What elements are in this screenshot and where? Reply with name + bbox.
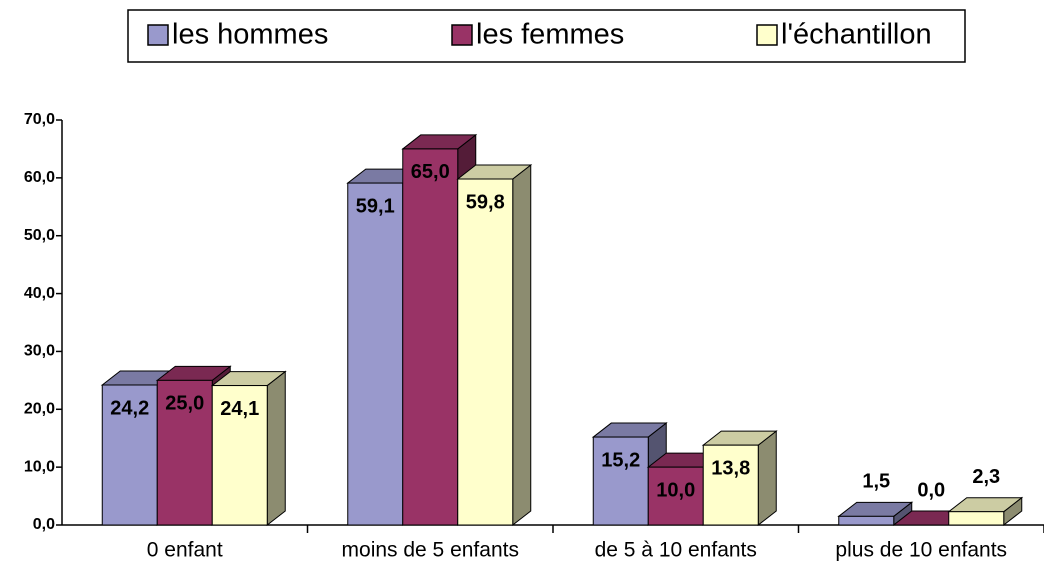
- value-label: 24,2: [110, 397, 149, 419]
- y-tick-label: 50,0: [24, 227, 55, 244]
- y-tick-label: 70,0: [24, 111, 55, 128]
- value-label: 2,3: [972, 466, 1000, 488]
- value-label: 0,0: [917, 479, 945, 501]
- bar: [647, 466, 704, 526]
- bar: [702, 444, 759, 526]
- value-label: 24,1: [220, 398, 259, 420]
- y-tick-label: 30,0: [24, 343, 55, 360]
- bar: [402, 148, 459, 526]
- y-tick-label: 20,0: [24, 401, 55, 418]
- y-tick-label: 60,0: [24, 169, 55, 186]
- value-label: 10,0: [656, 479, 695, 501]
- x-tick-label: de 5 à 10 enfants: [595, 539, 757, 562]
- value-label: 25,0: [165, 393, 204, 415]
- y-tick-label: 0,0: [33, 516, 55, 533]
- legend-label: les hommes: [172, 19, 328, 51]
- bar: [347, 182, 404, 526]
- value-label: 59,1: [356, 195, 395, 217]
- bar-side: [266, 370, 286, 527]
- bar: [211, 385, 268, 526]
- bar: [156, 379, 213, 526]
- legend-swatch: [756, 24, 778, 46]
- bar: [838, 515, 895, 526]
- bar: [592, 436, 649, 526]
- bar: [457, 178, 514, 526]
- legend-box: [127, 9, 966, 63]
- y-tick-label: 10,0: [24, 458, 55, 475]
- value-label: 65,0: [411, 161, 450, 183]
- x-tick-label: plus de 10 enfants: [835, 539, 1007, 562]
- legend-label: l'échantillon: [781, 19, 932, 51]
- value-label: 15,2: [601, 449, 640, 471]
- x-tick-label: 0 enfant: [147, 539, 223, 562]
- x-tick-label: moins de 5 enfants: [342, 539, 519, 562]
- legend-swatch: [147, 24, 169, 46]
- bar-side: [512, 163, 532, 527]
- bar-side: [757, 430, 777, 527]
- y-tick-label: 40,0: [24, 285, 55, 302]
- legend-label: les femmes: [476, 19, 624, 51]
- value-label: 13,8: [711, 457, 750, 479]
- value-label: 59,8: [466, 191, 505, 213]
- value-label: 1,5: [862, 471, 890, 493]
- bar: [948, 511, 1005, 526]
- legend-swatch: [451, 24, 473, 46]
- bar: [101, 384, 158, 526]
